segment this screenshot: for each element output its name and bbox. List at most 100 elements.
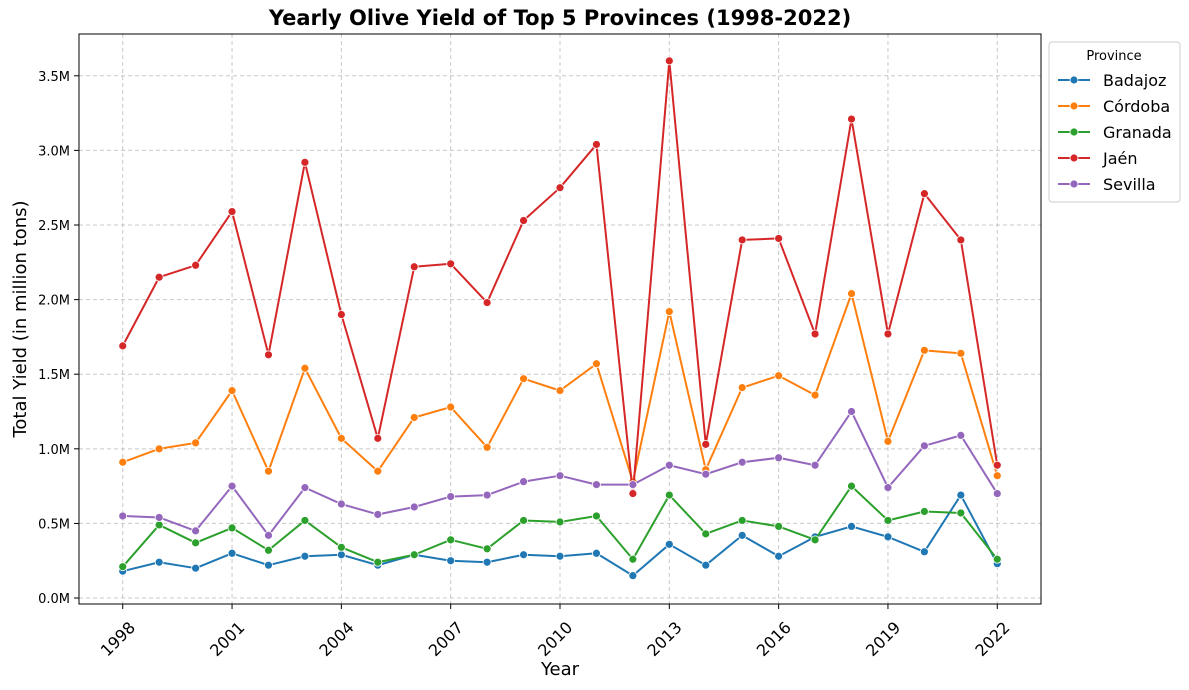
data-point — [519, 374, 528, 384]
chart-title: Yearly Olive Yield of Top 5 Provinces (1… — [268, 6, 851, 30]
data-point — [628, 554, 638, 564]
data-point — [519, 550, 528, 560]
data-point — [300, 516, 310, 525]
data-point — [373, 557, 383, 567]
data-point — [701, 529, 711, 539]
data-point — [555, 386, 565, 396]
series-line-badajoz — [122, 494, 999, 577]
data-point — [592, 511, 601, 521]
data-point — [628, 571, 638, 581]
x-tick-label: 2013 — [643, 618, 685, 660]
data-point — [664, 56, 674, 66]
data-point — [154, 513, 164, 522]
data-point — [664, 539, 674, 549]
data-point — [264, 530, 273, 540]
data-point — [154, 444, 164, 454]
data-point — [847, 522, 856, 531]
data-point — [300, 551, 310, 561]
data-point — [409, 413, 419, 422]
data-point — [191, 563, 201, 573]
data-point — [154, 557, 164, 567]
data-point — [446, 535, 456, 545]
x-axis-label: Year — [540, 659, 580, 680]
legend-box — [1048, 41, 1181, 203]
y-tick-label: 0.5M — [38, 517, 70, 532]
legend-item-badajoz: Badajoz — [1058, 71, 1166, 90]
data-point — [373, 433, 383, 443]
data-point — [373, 510, 383, 519]
data-point — [519, 516, 528, 525]
data-point — [482, 490, 492, 500]
grid — [79, 34, 1041, 604]
legend-item-jaen: Jaén — [1058, 149, 1138, 168]
data-point — [810, 535, 820, 545]
data-point — [446, 402, 456, 412]
data-point — [992, 489, 1002, 498]
data-point — [810, 390, 820, 400]
data-point — [883, 483, 893, 493]
data-point — [555, 183, 565, 193]
data-point — [992, 554, 1002, 564]
data-point — [774, 371, 784, 381]
y-axis-label: Total Yield (in million tons) — [10, 200, 31, 438]
data-point — [628, 480, 638, 490]
data-point — [446, 259, 456, 269]
data-point — [774, 234, 784, 243]
data-point — [956, 235, 966, 245]
data-point — [992, 471, 1002, 481]
y-tick-label: 0.0M — [38, 592, 70, 607]
data-point — [118, 341, 128, 351]
data-point — [191, 260, 201, 270]
data-point — [664, 490, 674, 500]
data-point — [118, 562, 128, 572]
data-point — [336, 310, 346, 319]
data-point — [883, 329, 893, 339]
x-tick-label: 2022 — [971, 618, 1013, 660]
data-point — [919, 441, 929, 451]
legend-title: Province — [1086, 49, 1141, 64]
data-point — [446, 492, 456, 501]
series-layer — [118, 56, 1002, 581]
data-point — [592, 548, 601, 558]
x-tick-label: 2004 — [315, 618, 357, 660]
data-point — [956, 508, 966, 518]
x-tick-label: 2001 — [206, 618, 248, 660]
data-point — [737, 383, 747, 393]
legend-marker — [1069, 101, 1079, 111]
data-point — [555, 551, 565, 561]
data-point — [701, 439, 711, 449]
data-point — [810, 460, 820, 470]
y-tick-label: 3.5M — [38, 70, 70, 85]
data-point — [883, 516, 893, 525]
legend-item-sevilla: Sevilla — [1058, 175, 1156, 194]
data-point — [919, 547, 929, 557]
data-point — [555, 517, 565, 527]
data-point — [227, 548, 237, 558]
y-tick-label: 2.5M — [38, 219, 70, 234]
data-point — [154, 520, 164, 530]
data-point — [592, 140, 601, 149]
data-point — [956, 430, 966, 440]
data-point — [409, 262, 419, 272]
data-point — [154, 272, 164, 282]
data-point — [737, 530, 747, 540]
y-tick-label: 1.5M — [38, 368, 70, 383]
data-point — [919, 345, 929, 355]
data-point — [737, 235, 747, 245]
data-point — [919, 507, 929, 516]
x-tick-label: 2010 — [534, 618, 576, 660]
series-granada — [118, 481, 1002, 572]
data-point — [883, 532, 893, 542]
legend-label: Badajoz — [1103, 71, 1166, 90]
data-point — [227, 386, 237, 396]
data-point — [664, 460, 674, 470]
data-point — [336, 550, 346, 560]
data-point — [482, 442, 492, 452]
y-tick-label: 2.0M — [38, 294, 70, 309]
data-point — [264, 560, 273, 570]
data-point — [555, 471, 565, 481]
data-point — [883, 436, 893, 446]
data-point — [409, 550, 419, 560]
legend-marker — [1069, 127, 1079, 137]
